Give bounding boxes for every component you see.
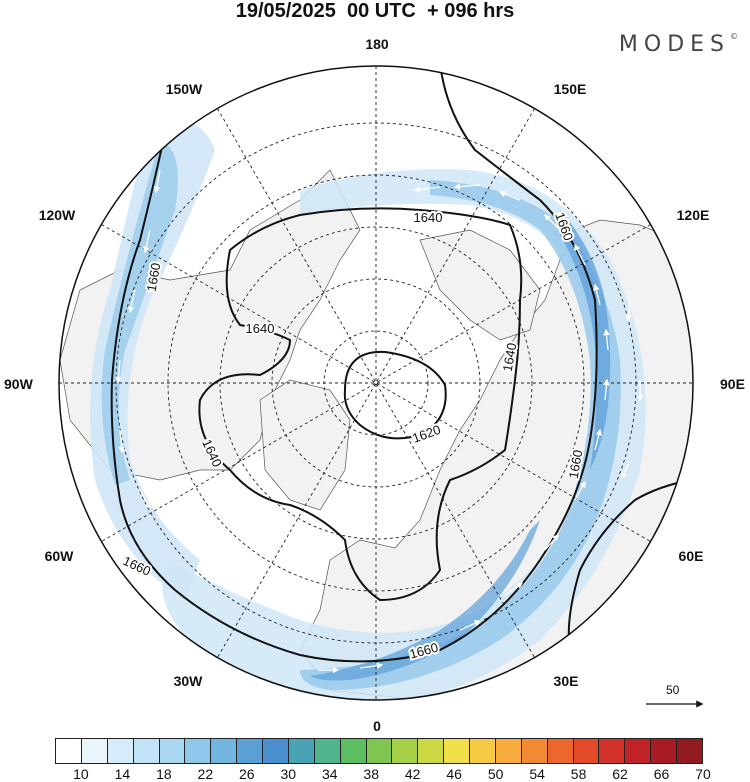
lon-label-60e: 60E bbox=[679, 548, 704, 564]
map-border bbox=[58, 65, 694, 701]
contour-label: 1640 bbox=[246, 321, 275, 336]
colorbar-segment bbox=[366, 739, 393, 763]
colorbar-segment bbox=[444, 739, 470, 763]
america-jet-mid bbox=[101, 140, 178, 485]
contour-1660 bbox=[110, 66, 598, 663]
colorbar-tick-label: 46 bbox=[446, 766, 462, 782]
colorbar-segment bbox=[340, 739, 367, 763]
contour-1660-east bbox=[567, 477, 693, 651]
lon-label-150w: 150W bbox=[166, 81, 203, 97]
lon-label-120e: 120E bbox=[677, 207, 710, 223]
pacific-jet-weak bbox=[162, 169, 646, 700]
colorbar-tick-label: 30 bbox=[280, 766, 297, 782]
colorbar-segment bbox=[314, 739, 341, 763]
colorbar-tick-label: 10 bbox=[73, 766, 89, 782]
colorbar-tick-label: 18 bbox=[156, 766, 172, 782]
colorbar-tick-label: 14 bbox=[114, 766, 131, 782]
colorbar-tick-label: 70 bbox=[695, 766, 711, 782]
colorbar-segment bbox=[521, 739, 548, 763]
colorbar-tick-label: 22 bbox=[197, 766, 214, 782]
colorbar-segment bbox=[185, 739, 212, 763]
contour-label: 1660 bbox=[144, 262, 164, 293]
lon-label-90e: 90E bbox=[720, 376, 745, 392]
colorbar-segment bbox=[263, 739, 289, 763]
colorbar-segment bbox=[392, 739, 419, 763]
contour-label: 1640 bbox=[414, 210, 443, 225]
colorbar-segment bbox=[81, 739, 108, 763]
colorbar-tick-label: 66 bbox=[653, 766, 670, 782]
contour-label: 1660 bbox=[566, 449, 586, 480]
colorbar-segment bbox=[159, 739, 186, 763]
contour-1640 bbox=[198, 207, 523, 602]
lon-label-30e: 30E bbox=[554, 673, 579, 689]
reference-vector-arrow bbox=[646, 700, 704, 708]
reference-vector-label: 50 bbox=[666, 683, 680, 697]
colorbar-segment bbox=[573, 739, 600, 763]
colorbar-segment bbox=[133, 739, 160, 763]
wind-speed-shading bbox=[90, 118, 646, 700]
lon-label-150e: 150E bbox=[554, 81, 587, 97]
colorbar-tick-label: 50 bbox=[487, 766, 504, 782]
north-america-land bbox=[59, 169, 361, 481]
lon-label-60w: 60W bbox=[45, 548, 75, 564]
colorbar-tick-label: 38 bbox=[363, 766, 380, 782]
colorbar-segment bbox=[677, 739, 702, 763]
colorbar-segment bbox=[56, 739, 82, 763]
map-disc: 1640 1660 1660 1640 1640 1640 1620 1660 … bbox=[59, 66, 693, 700]
contour-label: 1640 bbox=[500, 342, 520, 373]
lon-label-30w: 30W bbox=[174, 673, 204, 689]
modes-logo: MODES© bbox=[619, 32, 738, 57]
colorbar-segment bbox=[470, 739, 496, 763]
colorbar-segment bbox=[107, 739, 134, 763]
europe-jet-strong bbox=[310, 520, 540, 681]
contour-1620 bbox=[343, 350, 447, 440]
colorbar-segment bbox=[599, 739, 626, 763]
east-siberia-land bbox=[419, 229, 541, 341]
colorbar-labels: 10 14 18 22 26 30 34 38 42 46 50 54 58 62 66 70 bbox=[55, 766, 711, 782]
brand-text: MODES bbox=[618, 32, 730, 57]
polar-map: 1640 1660 1660 1640 1640 1640 1620 1660 … bbox=[4, 36, 745, 734]
colorbar-segment bbox=[418, 739, 445, 763]
lon-label-180: 180 bbox=[365, 36, 389, 52]
colorbar-tick-label: 54 bbox=[529, 766, 545, 782]
colorbar-segment bbox=[495, 739, 522, 763]
geopotential-contours bbox=[110, 66, 693, 663]
wind-speed-colorbar bbox=[55, 738, 703, 764]
colorbar-tick-label: 34 bbox=[321, 766, 338, 782]
colorbar-segment bbox=[288, 739, 315, 763]
colorbar-tick-label: 26 bbox=[239, 766, 255, 782]
asia-jet-strong bbox=[560, 210, 611, 470]
colorbar-tick-label: 58 bbox=[570, 766, 587, 782]
longitude-labels: 180 0 90E 90W 150E 120E 60E 30E 150W 120… bbox=[4, 36, 745, 734]
colorbar-segment bbox=[651, 739, 677, 763]
colorbar-tick-label: 62 bbox=[612, 766, 628, 782]
greenland-land bbox=[259, 379, 351, 511]
copyright-mark: © bbox=[730, 32, 738, 41]
lon-label-90w: 90W bbox=[4, 376, 34, 392]
colorbar-segment bbox=[237, 739, 263, 763]
map-title: 19/05/2025 00 UTC + 096 hrs bbox=[235, 0, 515, 22]
colorbar-segment bbox=[625, 739, 652, 763]
colorbar-segment bbox=[547, 739, 574, 763]
wind-vectors bbox=[115, 169, 644, 674]
colorbar-segment bbox=[211, 739, 238, 763]
colorbar-tick-label: 42 bbox=[404, 766, 421, 782]
lon-label-120w: 120W bbox=[39, 207, 76, 223]
lon-label-0: 0 bbox=[373, 718, 381, 734]
